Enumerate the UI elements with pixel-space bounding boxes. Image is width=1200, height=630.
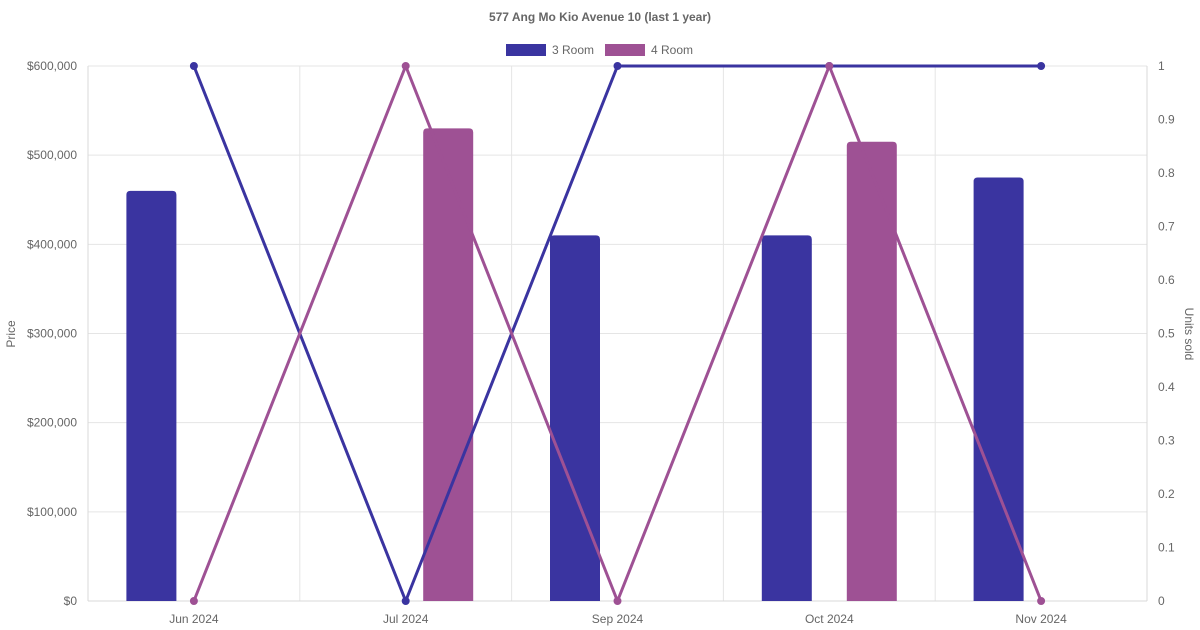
y-right-tick-label: 0.2 [1158,487,1175,501]
point-3-room-jul-2024[interactable] [401,597,410,605]
legend-swatch-3-room[interactable] [506,44,546,56]
point-3-room-nov-2024[interactable] [1037,62,1046,70]
y-axis-right-title: Units sold [1182,308,1196,361]
y-left-tick-label: $0 [64,594,78,608]
y-right-tick-label: 1 [1158,59,1165,73]
point-3-room-sep-2024[interactable] [613,62,622,70]
x-tick-label: Oct 2024 [805,612,854,626]
y-right-tick-label: 0.6 [1158,273,1175,287]
x-tick-label: Nov 2024 [1015,612,1067,626]
y-right-tick-label: 0.7 [1158,220,1175,234]
y-left-tick-label: $200,000 [27,416,77,430]
y-left-tick-label: $100,000 [27,505,77,519]
x-tick-label: Jun 2024 [169,612,219,626]
bar-4-room-jul-2024[interactable] [423,128,474,601]
point-4-room-oct-2024[interactable] [825,62,834,70]
y-right-tick-label: 0.5 [1158,327,1175,341]
y-left-tick-label: $400,000 [27,237,77,251]
bar-4-room-oct-2024[interactable] [846,141,897,601]
legend-swatch-4-room[interactable] [605,44,645,56]
point-4-room-sep-2024[interactable] [613,597,622,605]
y-right-tick-label: 0.8 [1158,166,1175,180]
x-axis-ticks: Jun 2024 Jul 2024 Sep 2024 Oct 2024 Nov 2024 [169,612,1067,626]
lines [189,62,1046,605]
x-tick-label: Jul 2024 [383,612,429,626]
bars [126,128,1024,602]
y-right-tick-label: 0.1 [1158,541,1175,555]
point-4-room-jun-2024[interactable] [189,597,198,605]
y-right-tick-label: 0 [1158,594,1165,608]
bar-3-room-oct-2024[interactable] [761,235,812,601]
bar-3-room-nov-2024[interactable] [973,177,1024,602]
y-left-tick-label: $300,000 [27,327,77,341]
y-axis-left-ticks: $0 $100,000 $200,000 $300,000 $400,000 $500,0… [27,59,77,608]
x-tick-label: Sep 2024 [592,612,644,626]
y-axis-left-title: Price [4,320,18,348]
point-3-room-jun-2024[interactable] [189,62,198,70]
y-axis-right-ticks: 0 0.1 0.2 0.3 0.4 0.5 0.6 0.7 0.8 0.9 1 [1158,59,1175,608]
bar-3-room-jun-2024[interactable] [126,190,177,602]
legend-label-3-room[interactable]: 3 Room [552,43,594,57]
y-right-tick-label: 0.4 [1158,380,1175,394]
point-4-room-jul-2024[interactable] [401,62,410,70]
legend: 3 Room 4 Room [506,43,693,57]
legend-label-4-room[interactable]: 4 Room [651,43,693,57]
y-right-tick-label: 0.3 [1158,434,1175,448]
point-4-room-nov-2024[interactable] [1037,597,1046,605]
y-right-tick-label: 0.9 [1158,113,1175,127]
y-left-tick-label: $600,000 [27,59,77,73]
bar-3-room-sep-2024[interactable] [550,235,600,601]
chart-title: 577 Ang Mo Kio Avenue 10 (last 1 year) [489,10,711,24]
y-left-tick-label: $500,000 [27,148,77,162]
